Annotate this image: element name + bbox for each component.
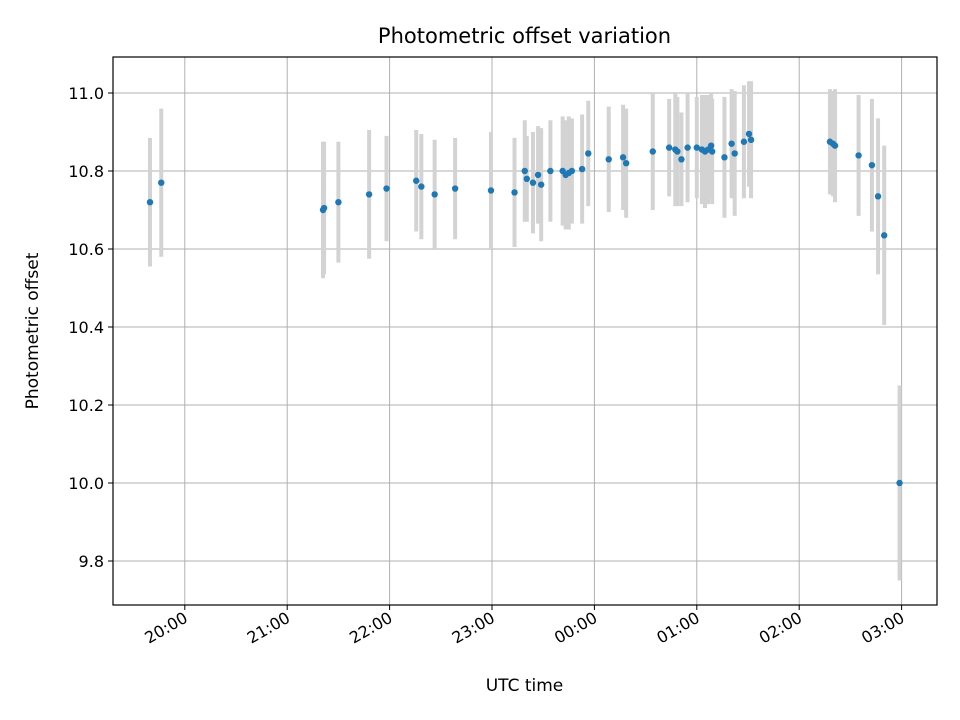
data-point <box>585 150 592 157</box>
plot-frame <box>112 56 938 606</box>
data-point <box>365 191 373 198</box>
data-point <box>684 144 691 151</box>
data-point <box>413 177 420 184</box>
data-point <box>747 136 755 143</box>
y-axis-ticks: 9.8 10.0 10.2 10.4 10.6 10.8 11.0 <box>68 84 113 571</box>
data-point <box>693 144 700 151</box>
data-point <box>335 199 342 206</box>
data-point <box>868 161 876 169</box>
data-point <box>622 160 630 167</box>
y-tick-label: 9.8 <box>79 552 104 571</box>
data-point <box>451 185 459 192</box>
data-point <box>731 150 738 157</box>
data-point <box>678 156 685 163</box>
data-point <box>511 189 518 196</box>
data-point <box>665 144 673 151</box>
data-point <box>619 154 627 161</box>
data-point <box>547 167 554 175</box>
data-point <box>534 171 542 179</box>
data-point <box>874 193 882 200</box>
data-point <box>708 148 716 155</box>
data-point <box>431 191 438 198</box>
point-layer <box>146 130 903 487</box>
chart-title: Photometric offset variation <box>378 24 671 48</box>
data-point <box>721 154 728 161</box>
data-point <box>521 167 528 175</box>
data-point <box>674 148 681 155</box>
y-tick-label: 10.0 <box>68 474 104 493</box>
y-tick-label: 11.0 <box>68 84 104 103</box>
x-axis-label: UTC time <box>486 676 564 696</box>
data-point <box>831 142 839 149</box>
data-point <box>740 138 748 145</box>
data-point <box>146 199 154 206</box>
data-point <box>320 204 328 212</box>
y-tick-label: 10.2 <box>68 396 104 415</box>
data-point <box>383 185 390 192</box>
data-point <box>728 140 735 147</box>
y-axis-label: Photometric offset <box>23 252 43 409</box>
data-point <box>605 156 612 163</box>
data-point <box>745 130 753 138</box>
data-point <box>896 479 903 487</box>
data-point <box>578 165 586 173</box>
data-point <box>418 183 425 190</box>
data-point <box>487 187 495 194</box>
data-point <box>880 232 888 239</box>
y-tick-label: 10.6 <box>68 240 104 259</box>
data-point <box>568 167 576 175</box>
data-point <box>158 179 165 186</box>
y-tick-label: 10.8 <box>68 162 104 181</box>
data-point <box>649 148 656 155</box>
data-point <box>855 152 862 159</box>
data-point <box>537 181 545 188</box>
data-point <box>529 179 537 186</box>
data-point <box>707 142 715 149</box>
y-tick-label: 10.4 <box>68 318 104 337</box>
data-point <box>523 175 531 182</box>
